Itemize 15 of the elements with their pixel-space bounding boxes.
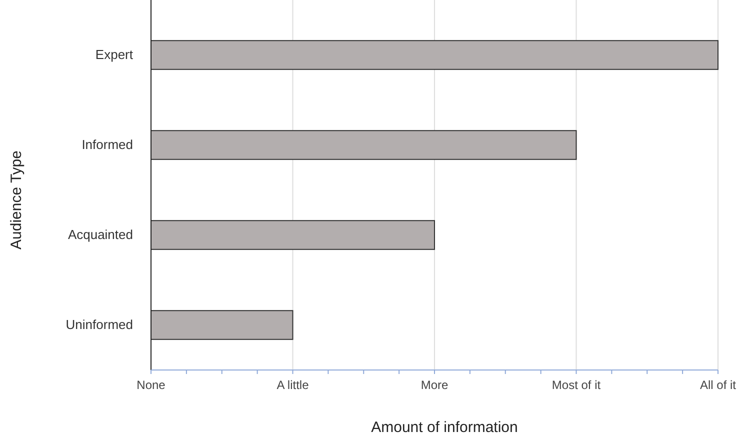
bar	[150, 40, 718, 70]
y-tick-label: Uninformed	[66, 317, 133, 332]
y-tick-label: Acquainted	[68, 227, 133, 242]
text: A little	[276, 378, 310, 392]
y-axis-title: Audience Type	[8, 150, 25, 250]
text: More	[420, 378, 448, 392]
text: All of it	[700, 378, 737, 392]
y-tick-label: Expert	[95, 47, 134, 62]
bar	[150, 220, 435, 250]
y-tick-label: Informed	[82, 137, 133, 152]
text: None	[136, 378, 166, 392]
x-axis-title: Amount of information	[371, 419, 518, 436]
bar	[150, 130, 577, 160]
bar	[150, 310, 294, 340]
text: Most of it	[552, 378, 602, 392]
